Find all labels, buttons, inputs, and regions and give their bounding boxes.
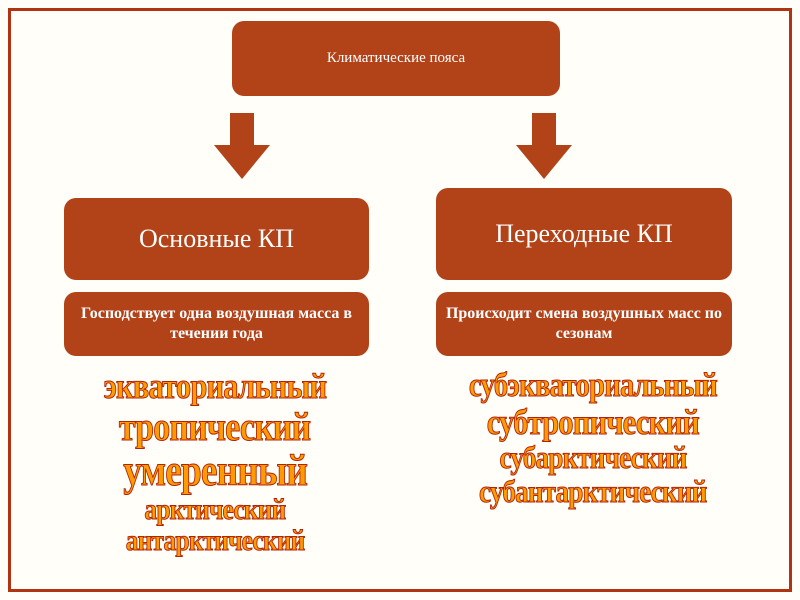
title-box: Климатические пояса [232, 21, 560, 96]
list-right: субэкваториальныйсубтропическийсубарктич… [418, 368, 768, 509]
main-right-text: Переходные КП [495, 219, 673, 249]
desc-left-text: Господствует одна воздушная масса в тече… [64, 304, 369, 344]
list-item: тропический [119, 406, 310, 448]
slide-content: Климатические пояса Основные КП Переходн… [18, 18, 782, 582]
arrow-head-icon [214, 145, 270, 179]
desc-box-right: Происходит смена воздушных масс по сезон… [436, 292, 732, 356]
arrow-shaft [230, 113, 254, 145]
main-left-text: Основные КП [139, 224, 294, 254]
list-item: экваториальный [104, 368, 327, 406]
arrow-right [516, 113, 572, 179]
main-box-right: Переходные КП [436, 188, 732, 280]
list-item: арктический [145, 494, 286, 526]
list-item: субэкваториальный [469, 368, 717, 404]
desc-right-text: Происходит смена воздушных масс по сезон… [436, 304, 732, 344]
list-item: субантарктический [479, 475, 706, 509]
arrow-head-icon [516, 145, 572, 179]
list-item: субтропический [487, 404, 699, 442]
list-item: субарктический [500, 441, 687, 475]
list-item: умеренный [123, 448, 307, 494]
title-text: Климатические пояса [327, 50, 465, 67]
arrow-left [214, 113, 270, 179]
desc-box-left: Господствует одна воздушная масса в тече… [64, 292, 369, 356]
arrow-shaft [532, 113, 556, 145]
main-box-left: Основные КП [64, 198, 369, 280]
list-item: антарктический [126, 525, 305, 557]
list-left: экваториальныйтропическийумеренныйарктич… [40, 368, 390, 557]
